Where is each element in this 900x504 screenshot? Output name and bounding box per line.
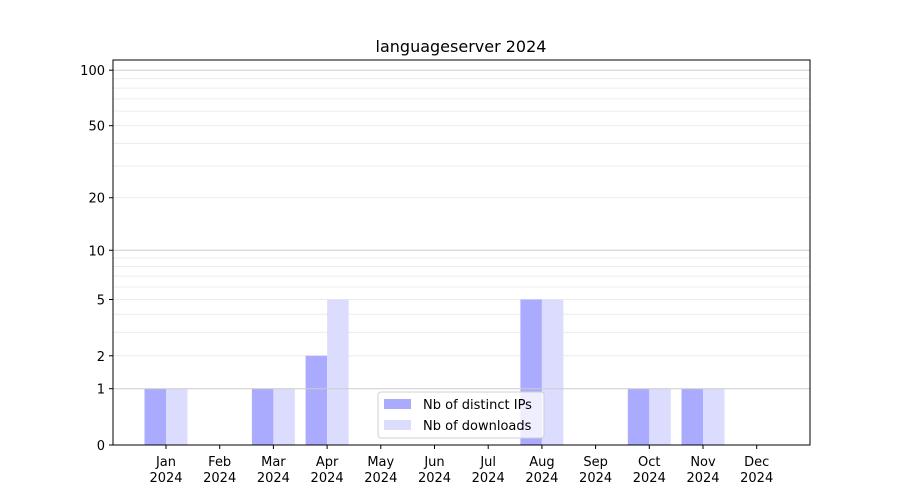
x-tick-label: Sep 2024 (579, 455, 612, 486)
y-tick-label: 1 (97, 383, 105, 398)
bar-distinct-ips (251, 388, 274, 445)
x-tick-label: Aug 2024 (525, 455, 558, 486)
legend-box (377, 391, 545, 439)
grid (113, 78, 810, 357)
x-tick-label: Feb 2024 (203, 455, 236, 486)
x-tick-label: Jul 2024 (472, 455, 505, 486)
bar-downloads (327, 299, 349, 445)
bar-distinct-ips (627, 388, 650, 445)
legend-swatch (384, 420, 411, 430)
x-tick-label: Dec 2024 (740, 455, 773, 486)
plot-frame (112, 59, 811, 446)
y-tick-label: 2 (97, 350, 105, 365)
x-tick-label: Apr 2024 (311, 455, 344, 486)
bar-distinct-ips (305, 355, 328, 445)
x-tick-label: Nov 2024 (686, 455, 719, 486)
y-tick-label: 50 (88, 120, 105, 135)
legend-label: Nb of distinct IPs (423, 398, 532, 413)
bar-downloads (541, 299, 564, 445)
legend-swatch (384, 399, 411, 409)
chart-title: languageserver 2024 (376, 37, 547, 56)
bar-downloads (273, 388, 295, 445)
bars (144, 299, 725, 445)
y-tick-label: 100 (80, 64, 105, 79)
y-tick-label: 5 (97, 293, 105, 308)
bar-distinct-ips (144, 388, 166, 445)
x-axis: Jan 2024 Feb 2024 Mar 2024 Apr 2024 May 2024 Jun 20… (149, 445, 773, 486)
bar-distinct-ips (681, 388, 703, 445)
x-tick-label: Oct 2024 (633, 455, 666, 486)
x-tick-label: Jan 2024 (149, 455, 182, 486)
y-tick-label: 0 (97, 439, 105, 454)
legend-label: Nb of downloads (423, 419, 532, 434)
x-tick-label: Mar 2024 (257, 455, 290, 486)
x-tick-label: Jun 2024 (418, 455, 451, 486)
legend: Nb of distinct IPs Nb of downloads (377, 391, 545, 439)
y-tick-label: 20 (88, 192, 105, 207)
bar-downloads (703, 388, 725, 445)
bar-downloads (166, 388, 188, 445)
y-tick-label: 10 (88, 244, 105, 259)
bar-downloads (649, 388, 671, 445)
y-axis: 0 1 2 5 10 20 50 100 (80, 64, 113, 454)
x-tick-label: May 2024 (364, 455, 397, 486)
major-grid (113, 69, 810, 390)
